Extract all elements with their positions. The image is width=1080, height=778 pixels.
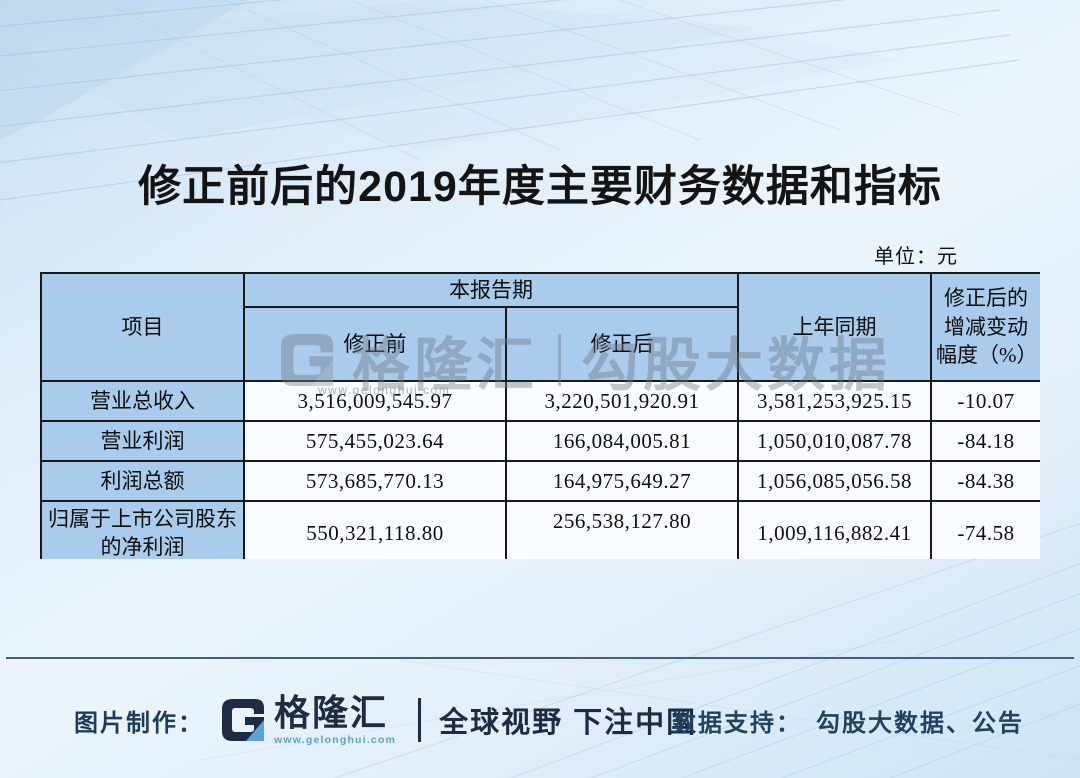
brand-slogan: 全球视野 下注中国 <box>439 707 698 739</box>
footer-divider-line <box>6 657 1074 659</box>
value-after: 256,538,127.80 <box>505 500 739 559</box>
table-row: 营业利润 575,455,023.64 166,084,005.81 1,050… <box>40 420 1040 462</box>
financial-table-container: 项目 本报告期 上年同期 修正后的增减变动幅度（%） 修正前 修正后 营业总收入… <box>40 272 1040 559</box>
financial-table: 项目 本报告期 上年同期 修正后的增减变动幅度（%） 修正前 修正后 营业总收入… <box>40 272 1040 559</box>
col-header-item: 项目 <box>40 272 245 382</box>
value-change: -84.18 <box>930 420 1040 462</box>
table-row: 营业总收入 3,516,009,545.97 3,220,501,920.91 … <box>40 380 1040 422</box>
page-title: 修正前后的2019年度主要财务数据和指标 <box>138 163 942 211</box>
footer-vertical-divider <box>418 698 422 742</box>
value-before: 573,685,770.13 <box>243 460 507 502</box>
value-after: 164,975,649.27 <box>505 460 739 502</box>
brand-url: www.gelonghui.com <box>274 733 397 746</box>
data-support-label: 数据支持： <box>672 710 802 737</box>
col-header-current-period: 本报告期 <box>243 272 739 308</box>
col-header-after-revision: 修正后 <box>505 306 739 382</box>
gelonghui-logo-icon <box>222 699 264 741</box>
brand-block: 格隆汇 www.gelonghui.com <box>218 691 397 746</box>
col-header-change: 修正后的增减变动幅度（%） <box>930 272 1040 382</box>
table-row: 利润总额 573,685,770.13 164,975,649.27 1,056… <box>40 460 1040 502</box>
data-support-sources: 勾股大数据、公告 <box>816 710 1024 737</box>
row-label: 利润总额 <box>40 460 245 502</box>
value-before: 575,455,023.64 <box>243 420 507 462</box>
value-prior-year: 1,009,116,882.41 <box>737 500 932 559</box>
value-change: -84.38 <box>930 460 1040 502</box>
value-before: 550,321,118.80 <box>243 500 507 559</box>
row-label: 营业利润 <box>40 420 245 462</box>
col-header-prior-year: 上年同期 <box>737 272 932 382</box>
table-row: 归属于上市公司股东的净利润 550,321,118.80 256,538,127… <box>40 500 1040 559</box>
value-prior-year: 1,050,010,087.78 <box>737 420 932 462</box>
col-header-before-revision: 修正前 <box>243 306 507 382</box>
row-label: 营业总收入 <box>40 380 245 422</box>
value-before: 3,516,009,545.97 <box>243 380 507 422</box>
value-change: -10.07 <box>930 380 1040 422</box>
value-change: -74.58 <box>930 500 1040 559</box>
value-prior-year: 1,056,085,056.58 <box>737 460 932 502</box>
data-support: 数据支持： 勾股大数据、公告 <box>672 703 1024 738</box>
value-after: 166,084,005.81 <box>505 420 739 462</box>
brand-name: 格隆汇 <box>274 691 389 733</box>
footer: 图片制作： 格隆汇 www.gelonghui.com 全球视野 下注中国 <box>74 688 697 752</box>
credit-label: 图片制作： <box>74 709 204 737</box>
value-after: 3,220,501,920.91 <box>505 380 739 422</box>
value-prior-year: 3,581,253,925.15 <box>737 380 932 422</box>
row-label: 归属于上市公司股东的净利润 <box>40 500 245 559</box>
unit-label: 单位：元 <box>874 246 958 268</box>
